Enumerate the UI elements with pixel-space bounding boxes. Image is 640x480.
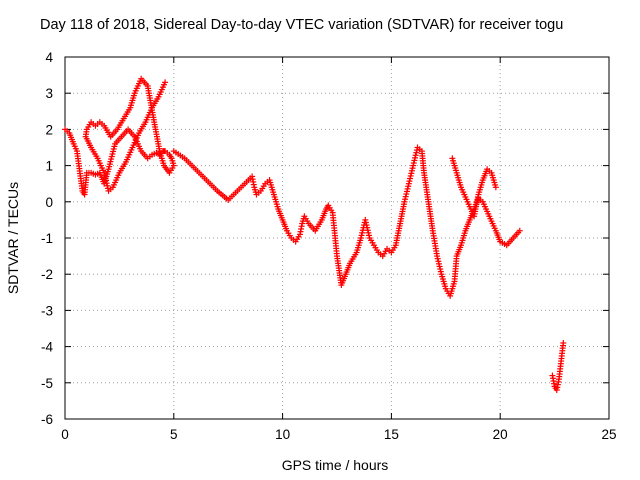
x-tick-label: 20: [493, 427, 508, 442]
data-series: [62, 75, 567, 394]
y-tick-label: -1: [41, 231, 53, 246]
x-tick-label: 0: [61, 427, 69, 442]
x-tick-label: 10: [275, 427, 290, 442]
y-tick-label: 2: [45, 122, 53, 137]
x-axis-label: GPS time / hours: [282, 457, 389, 473]
y-tick-label: -3: [41, 303, 53, 318]
x-tick-label: 25: [601, 427, 616, 442]
x-tick-label: 5: [170, 427, 178, 442]
y-tick-label: -4: [41, 340, 53, 355]
y-tick-label: 0: [45, 195, 53, 210]
data-point: [560, 339, 567, 346]
chart-title: Day 118 of 2018, Sidereal Day-to-day VTE…: [40, 17, 563, 33]
y-tick-label: 3: [45, 86, 53, 101]
data-point: [162, 79, 169, 86]
y-tick-label: -6: [41, 412, 53, 427]
y-tick-label: 1: [45, 159, 53, 174]
y-tick-label: 4: [45, 50, 53, 65]
y-tick-label: -5: [41, 376, 53, 391]
data-point: [492, 184, 499, 191]
y-tick-label: -2: [41, 267, 53, 282]
plot-frame: [64, 56, 610, 420]
x-tick-label: 15: [384, 427, 399, 442]
data-point: [516, 227, 523, 234]
y-axis-label: SDTVAR / TECUs: [5, 182, 21, 294]
